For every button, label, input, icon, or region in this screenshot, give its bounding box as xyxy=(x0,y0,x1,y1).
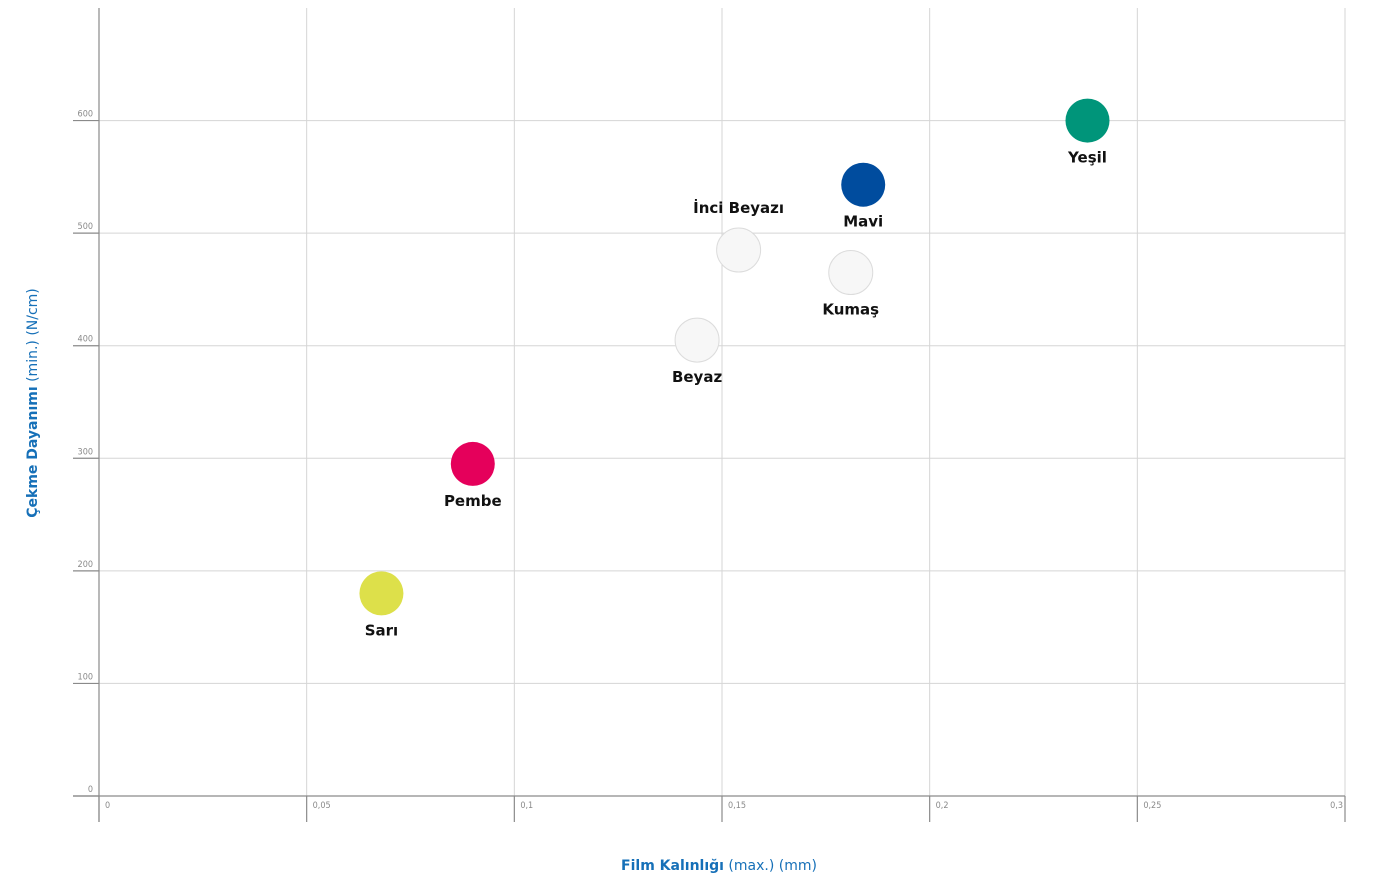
y-tick-label: 600 xyxy=(78,110,93,120)
x-axis-title-units: (max.) (mm) xyxy=(724,858,817,874)
grid-layer xyxy=(99,8,1346,796)
data-label: Mavi xyxy=(843,213,883,231)
data-point xyxy=(450,441,495,486)
data-point xyxy=(674,317,720,363)
data-label: Beyaz xyxy=(672,368,723,386)
x-tick-label: 0,1 xyxy=(520,801,533,811)
x-tick-label: 0 xyxy=(105,801,110,811)
data-point xyxy=(828,250,874,296)
data-label: Sarı xyxy=(365,621,398,639)
x-tick-label: 0,15 xyxy=(728,801,746,811)
data-point xyxy=(841,162,886,207)
x-tick-label: 0,3 xyxy=(1330,801,1343,811)
y-axis-title: Çekme Dayanımı (min.) (N/cm) xyxy=(25,288,41,518)
data-label: Kumaş xyxy=(822,301,879,319)
data-label: İnci Beyazı xyxy=(693,198,784,217)
y-axis-title-units: (min.) (N/cm) xyxy=(25,288,41,386)
labels-layer: Sarı Pembe Beyaz İnci Beyazı Kumaş Mavi Yeşil xyxy=(365,149,1107,640)
y-tick-label: 200 xyxy=(78,560,93,570)
y-tick-label: 300 xyxy=(78,447,93,457)
x-axis-title: Film Kalınlığı (max.) (mm) xyxy=(621,858,817,874)
y-tick-label: 500 xyxy=(78,222,93,232)
data-point xyxy=(716,227,762,273)
data-label: Pembe xyxy=(444,492,502,510)
axis-layer: 0 0,05 0,1 0,15 0,2 0,25 0,3 0 100 200 300 400 500 60… xyxy=(73,8,1346,822)
y-tick-label: 100 xyxy=(78,672,93,682)
x-tick-label: 0,05 xyxy=(313,801,331,811)
data-point xyxy=(359,571,404,616)
y-axis-title-main: Çekme Dayanımı xyxy=(25,386,41,517)
data-label: Yeşil xyxy=(1067,149,1107,167)
y-tick-label: 400 xyxy=(78,335,93,345)
points-layer xyxy=(359,98,1110,616)
x-tick-label: 0,25 xyxy=(1143,801,1161,811)
y-tick-label: 0 xyxy=(88,785,93,795)
data-point xyxy=(1065,98,1110,143)
x-tick-label: 0,2 xyxy=(936,801,949,811)
x-axis-title-main: Film Kalınlığı xyxy=(621,858,724,874)
